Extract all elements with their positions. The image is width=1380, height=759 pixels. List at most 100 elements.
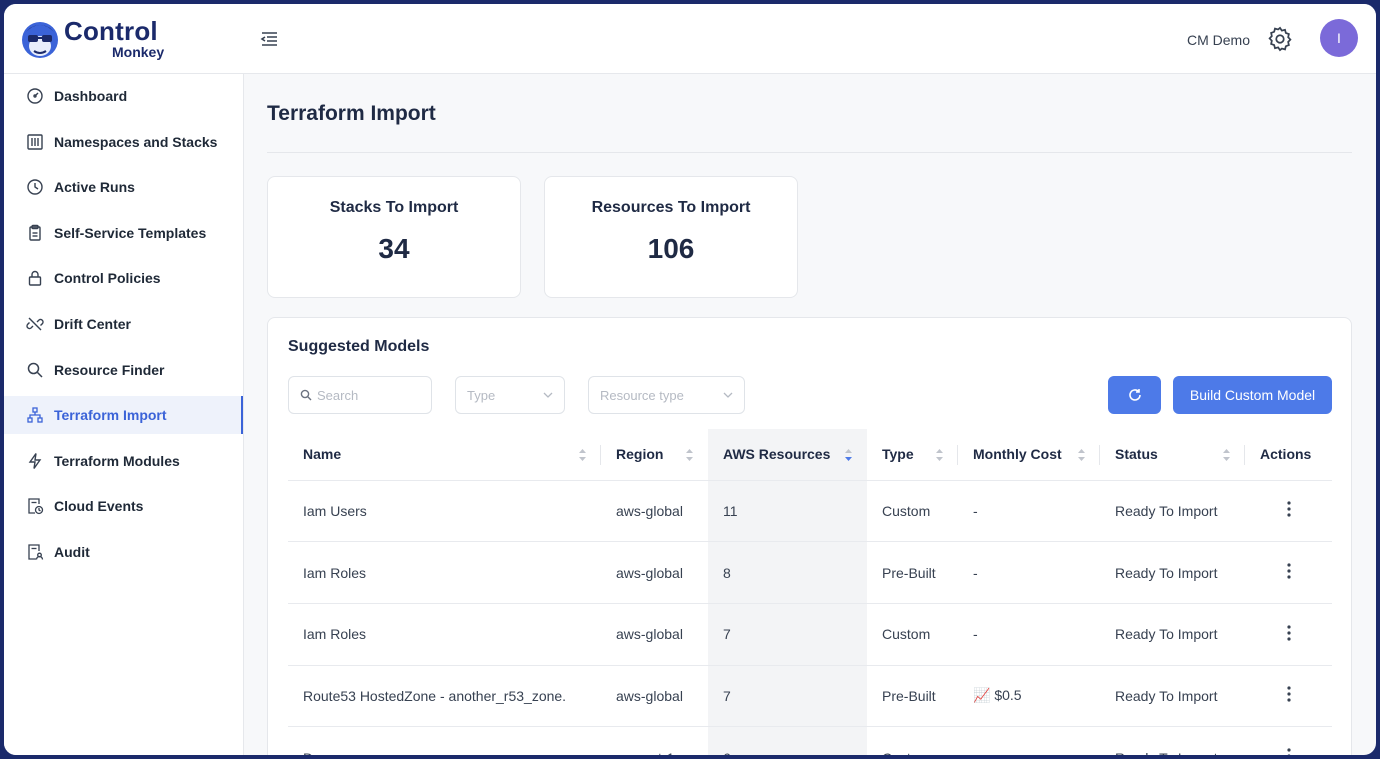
sidebar-item-active-runs[interactable]: Active Runs bbox=[4, 168, 243, 206]
sidebar-item-label: Control Policies bbox=[54, 270, 161, 287]
sidebar-item-cloud-events[interactable]: Cloud Events bbox=[4, 487, 243, 525]
sidebar-item-control-policies[interactable]: Control Policies bbox=[4, 259, 243, 297]
control-monkey-logo[interactable]: Control Monkey bbox=[20, 14, 170, 64]
sort-icon bbox=[686, 449, 693, 461]
cell-cost: - bbox=[958, 541, 1100, 604]
cell-resources: 6 bbox=[708, 726, 867, 755]
sidebar-item-self-service-templates[interactable]: Self-Service Templates bbox=[4, 214, 243, 252]
resource-type-select[interactable]: Resource type bbox=[588, 376, 745, 414]
search-input[interactable]: Search bbox=[288, 376, 432, 414]
refresh-icon bbox=[1128, 389, 1141, 401]
sidebar-item-namespaces[interactable]: Namespaces and Stacks bbox=[4, 123, 243, 161]
cell-type: Custom bbox=[867, 726, 958, 755]
cell-resources: 11 bbox=[708, 480, 867, 543]
document-user-icon bbox=[26, 543, 44, 561]
cell-region: aws-global bbox=[601, 603, 708, 666]
column-header-region[interactable]: Region bbox=[601, 429, 708, 481]
avatar[interactable]: I bbox=[1320, 19, 1358, 57]
column-header-monthly-cost[interactable]: Monthly Cost bbox=[958, 429, 1100, 481]
top-header: Control Monkey CM Demo I bbox=[4, 4, 1376, 74]
page-title: Terraform Import bbox=[267, 102, 436, 125]
cell-cost: 📈 $0.5 bbox=[958, 665, 1100, 728]
main-content: Terraform Import Stacks To Import 34 Res… bbox=[244, 74, 1376, 759]
more-actions-icon[interactable] bbox=[1279, 499, 1299, 519]
monkey-logo-icon bbox=[22, 22, 58, 58]
column-header-aws-resources[interactable]: AWS Resources bbox=[708, 429, 867, 481]
cell-name: Route53 HostedZone - another_r53_zone. bbox=[288, 665, 601, 728]
stat-label: Stacks To Import bbox=[329, 199, 459, 216]
cell-name: Iam Users bbox=[288, 480, 601, 543]
suggested-models-panel: Suggested Models Search Type Resource ty… bbox=[267, 317, 1352, 759]
cell-name: Iam Roles bbox=[288, 541, 601, 604]
search-icon bbox=[300, 389, 312, 401]
more-actions-icon[interactable] bbox=[1279, 746, 1299, 759]
more-actions-icon[interactable] bbox=[1279, 684, 1299, 704]
column-header-status[interactable]: Status bbox=[1100, 429, 1245, 481]
gauge-icon bbox=[26, 87, 44, 105]
sidebar: Dashboard Namespaces and Stacks Active R… bbox=[4, 74, 244, 755]
sort-icon bbox=[579, 449, 586, 461]
lock-icon bbox=[26, 269, 44, 287]
more-actions-icon[interactable] bbox=[1279, 623, 1299, 643]
chevron-down-icon bbox=[723, 392, 733, 398]
more-actions-icon[interactable] bbox=[1279, 561, 1299, 581]
stat-value: 34 bbox=[378, 233, 410, 264]
stat-value: 106 bbox=[647, 233, 695, 264]
panel-title: Suggested Models bbox=[288, 338, 430, 355]
cell-resources: 8 bbox=[708, 541, 867, 604]
table-row[interactable]: Demo us-east-1 6 Custom - Ready To Impor… bbox=[288, 726, 1332, 759]
cell-resources: 7 bbox=[708, 665, 867, 728]
build-custom-model-button[interactable]: Build Custom Model bbox=[1173, 376, 1332, 414]
sliders-icon bbox=[26, 133, 44, 151]
sidebar-item-terraform-modules[interactable]: Terraform Modules bbox=[4, 442, 243, 480]
sidebar-item-drift-center[interactable]: Drift Center bbox=[4, 305, 243, 343]
cell-region: aws-global bbox=[601, 665, 708, 728]
sidebar-item-label: Terraform Import bbox=[54, 407, 167, 424]
table-row[interactable]: Iam Roles aws-global 8 Pre-Built - Ready… bbox=[288, 541, 1332, 604]
cell-cost: - bbox=[958, 603, 1100, 666]
collapse-sidebar-icon[interactable] bbox=[258, 28, 280, 50]
gear-icon[interactable] bbox=[1266, 25, 1294, 53]
sidebar-item-resource-finder[interactable]: Resource Finder bbox=[4, 351, 243, 389]
sidebar-item-label: Dashboard bbox=[54, 88, 128, 104]
sidebar-item-dashboard[interactable]: Dashboard bbox=[4, 77, 243, 115]
table-row[interactable]: Iam Roles aws-global 7 Custom - Ready To… bbox=[288, 603, 1332, 666]
cell-cost: - bbox=[958, 726, 1100, 755]
sidebar-item-terraform-import[interactable]: Terraform Import bbox=[4, 396, 243, 435]
cell-status: Ready To Import bbox=[1100, 541, 1245, 604]
cell-status: Ready To Import bbox=[1100, 603, 1245, 666]
hierarchy-icon bbox=[26, 406, 44, 424]
type-placeholder: Type bbox=[467, 387, 496, 403]
table-row[interactable]: Route53 HostedZone - another_r53_zone. a… bbox=[288, 665, 1332, 728]
sidebar-item-audit[interactable]: Audit bbox=[4, 533, 243, 571]
document-clock-icon bbox=[26, 497, 44, 515]
column-header-name[interactable]: Name bbox=[288, 429, 601, 481]
search-placeholder: Search bbox=[317, 387, 359, 403]
cell-name: Iam Roles bbox=[288, 603, 601, 666]
resource-type-placeholder: Resource type bbox=[600, 387, 684, 403]
sidebar-item-label: Audit bbox=[54, 543, 90, 560]
table-row[interactable]: Iam Users aws-global 11 Custom - Ready T… bbox=[288, 480, 1332, 543]
logo-text-control: Control bbox=[64, 16, 158, 46]
column-header-type[interactable]: Type bbox=[867, 429, 958, 481]
clipboard-icon bbox=[26, 224, 44, 242]
sidebar-item-label: Resource Finder bbox=[54, 361, 165, 378]
sidebar-item-label: Drift Center bbox=[54, 315, 132, 332]
cell-region: aws-global bbox=[601, 541, 708, 604]
cell-name: Demo bbox=[288, 726, 601, 755]
cell-resources: 7 bbox=[708, 603, 867, 666]
refresh-button[interactable] bbox=[1108, 376, 1161, 414]
cell-type: Pre-Built bbox=[867, 541, 958, 604]
cell-status: Ready To Import bbox=[1100, 480, 1245, 543]
lightning-icon bbox=[26, 452, 44, 470]
divider bbox=[267, 152, 1352, 153]
sidebar-item-label: Active Runs bbox=[54, 179, 135, 196]
models-table: Name Region AWS Resources Type Monthly C… bbox=[288, 429, 1332, 759]
cell-type: Custom bbox=[867, 480, 958, 543]
cell-region: us-east-1 bbox=[601, 726, 708, 755]
type-select[interactable]: Type bbox=[455, 376, 565, 414]
sidebar-item-label: Cloud Events bbox=[54, 498, 144, 515]
cell-type: Custom bbox=[867, 603, 958, 666]
user-name[interactable]: CM Demo bbox=[1186, 32, 1250, 48]
cell-status: Ready To Import bbox=[1100, 665, 1245, 728]
